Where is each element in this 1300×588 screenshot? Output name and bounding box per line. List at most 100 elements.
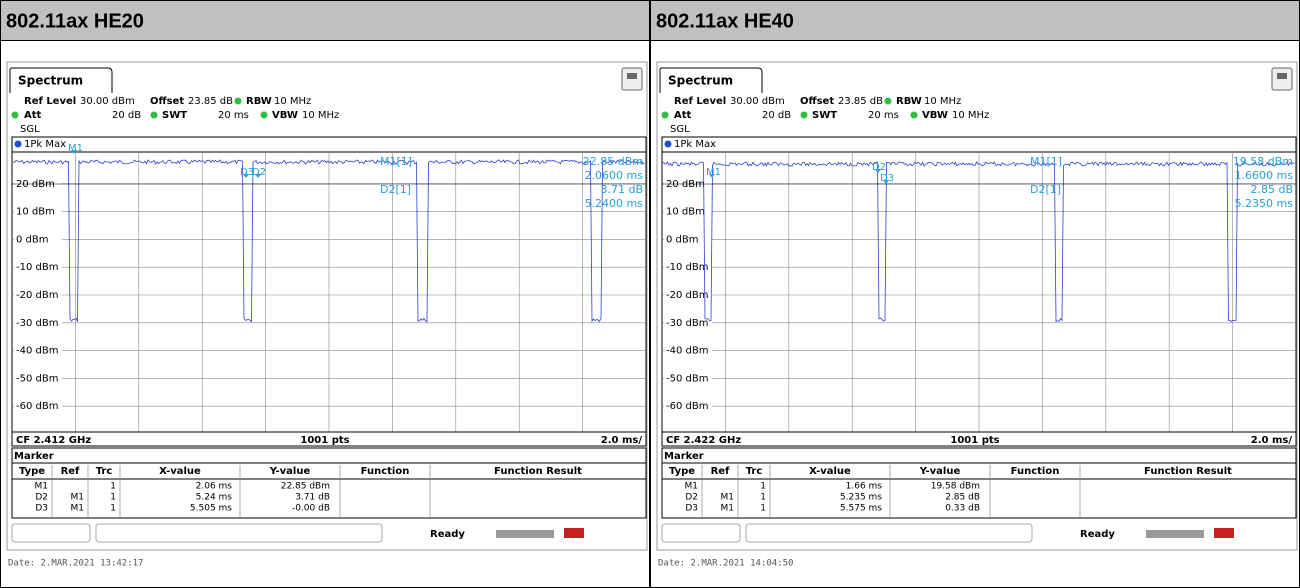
footer-scale: 2.0 ms/ (601, 435, 643, 446)
y-axis-label: -20 dBm (16, 290, 58, 301)
setting-value: 30.00 dBm (730, 96, 785, 107)
table-cell: 1 (760, 493, 766, 503)
readout-value: 22.85 dBm (583, 155, 643, 168)
table-title: Marker (14, 451, 54, 462)
setting-value: 10 MHz (952, 110, 989, 121)
table-cell: 1.66 ms (846, 482, 883, 492)
status-text: Ready (430, 529, 465, 540)
tab-label: Spectrum (668, 74, 733, 88)
table-cell: 5.24 ms (196, 493, 233, 503)
y-axis-label: 0 dBm (666, 234, 699, 245)
setting-mode: SGL (20, 124, 40, 135)
window-icon-inner (1277, 73, 1287, 79)
readout-value: 1.6600 ms (1235, 169, 1294, 182)
setting-value: 10 MHz (302, 110, 339, 121)
setting-value: 20 dB (112, 110, 141, 121)
y-axis-label: -10 dBm (16, 262, 58, 273)
trace-dot (14, 140, 22, 148)
trace (662, 161, 1295, 323)
setting-label: Ref Level (24, 96, 76, 107)
y-label-bg (14, 205, 62, 218)
table-cell: 1 (110, 482, 116, 492)
y-label-bg (664, 233, 712, 246)
title-bar (650, 0, 1300, 41)
table-header: Function Result (1144, 466, 1232, 477)
y-label-bg (664, 344, 712, 357)
setting-value: 20 ms (218, 110, 249, 121)
status-dot (11, 111, 19, 119)
table-header: Function (1011, 466, 1060, 477)
progress (1146, 530, 1204, 538)
table-cell: 5.505 ms (190, 504, 232, 514)
table-cell: D2 (685, 493, 698, 503)
readout-value: 5.2350 ms (1235, 197, 1294, 210)
status-dot (884, 97, 892, 105)
status-dot (260, 111, 268, 119)
setting-value: 23.85 dB (188, 96, 233, 107)
table-header: Trc (96, 466, 113, 477)
setting-value: 23.85 dB (838, 96, 883, 107)
table-cell: 1 (760, 482, 766, 492)
footer-points: 1001 pts (300, 435, 349, 446)
marker-arrow (883, 180, 889, 184)
trace-marker: D2 (872, 162, 886, 173)
table-cell: M1 (35, 482, 49, 492)
panel-title: 802.11ax HE40 (656, 10, 794, 32)
tab-label: Spectrum (18, 74, 83, 88)
screen (6, 61, 648, 551)
status-dot (661, 111, 669, 119)
y-axis-label: -40 dBm (16, 346, 58, 357)
readout-name: D2[1] (1030, 183, 1061, 196)
setting-label: VBW (272, 110, 298, 121)
table-header: X-value (159, 466, 201, 477)
y-axis-label: 0 dBm (16, 234, 49, 245)
table-header: Y-value (919, 466, 961, 477)
status-dot (800, 111, 808, 119)
setting-label: Att (24, 110, 42, 121)
table-cell: 19.58 dBm (931, 482, 980, 492)
screen (656, 61, 1298, 551)
status-text: Ready (1080, 529, 1115, 540)
y-label-bg (664, 205, 712, 218)
status-box (745, 523, 1033, 543)
setting-value: 30.00 dBm (80, 96, 135, 107)
panel: 802.11ax HE40 Spectrum Ref Level 30.00 dBm O… (650, 0, 1300, 588)
table-cell: 22.85 dBm (281, 482, 330, 492)
table-cell: M1 (71, 493, 85, 503)
setting-label: Ref Level (674, 96, 726, 107)
footer-points: 1001 pts (950, 435, 999, 446)
tab (659, 67, 763, 93)
y-label-bg (14, 289, 62, 301)
y-axis-label: -30 dBm (666, 318, 708, 329)
y-axis-label: 10 dBm (666, 207, 705, 218)
table-cell: 2.06 ms (196, 482, 233, 492)
trace-marker: D3 (240, 167, 254, 178)
setting-label: Att (674, 110, 692, 121)
table-header: X-value (809, 466, 851, 477)
status-dot (150, 111, 158, 119)
y-axis-label: -40 dBm (666, 346, 708, 357)
y-axis-label: 20 dBm (16, 179, 55, 190)
setting-value: 20 dB (762, 110, 791, 121)
y-axis-label: 10 dBm (16, 207, 55, 218)
readout-value: 2.85 dB (1250, 183, 1293, 196)
trace-marker: D3 (880, 173, 894, 184)
y-axis-label: 20 dBm (666, 179, 705, 190)
table-cell: 3.71 dB (295, 493, 330, 503)
readout-name: M1[1] (1030, 155, 1062, 168)
marker-arrow (71, 150, 77, 154)
table-header: Function Result (494, 466, 582, 477)
table-frame (11, 447, 647, 519)
table-cell: 0.33 dB (945, 504, 980, 514)
table-header: Ref (711, 466, 730, 477)
table-cell: 1 (110, 504, 116, 514)
y-label-bg (664, 372, 712, 385)
readout-name: M1[1] (380, 155, 412, 168)
tab (9, 67, 113, 93)
setting-label: RBW (246, 96, 272, 107)
plot-frame (661, 136, 1297, 447)
status-dot (234, 97, 242, 105)
footer-cf: CF 2.412 GHz (16, 435, 91, 446)
setting-value: 20 ms (868, 110, 899, 121)
